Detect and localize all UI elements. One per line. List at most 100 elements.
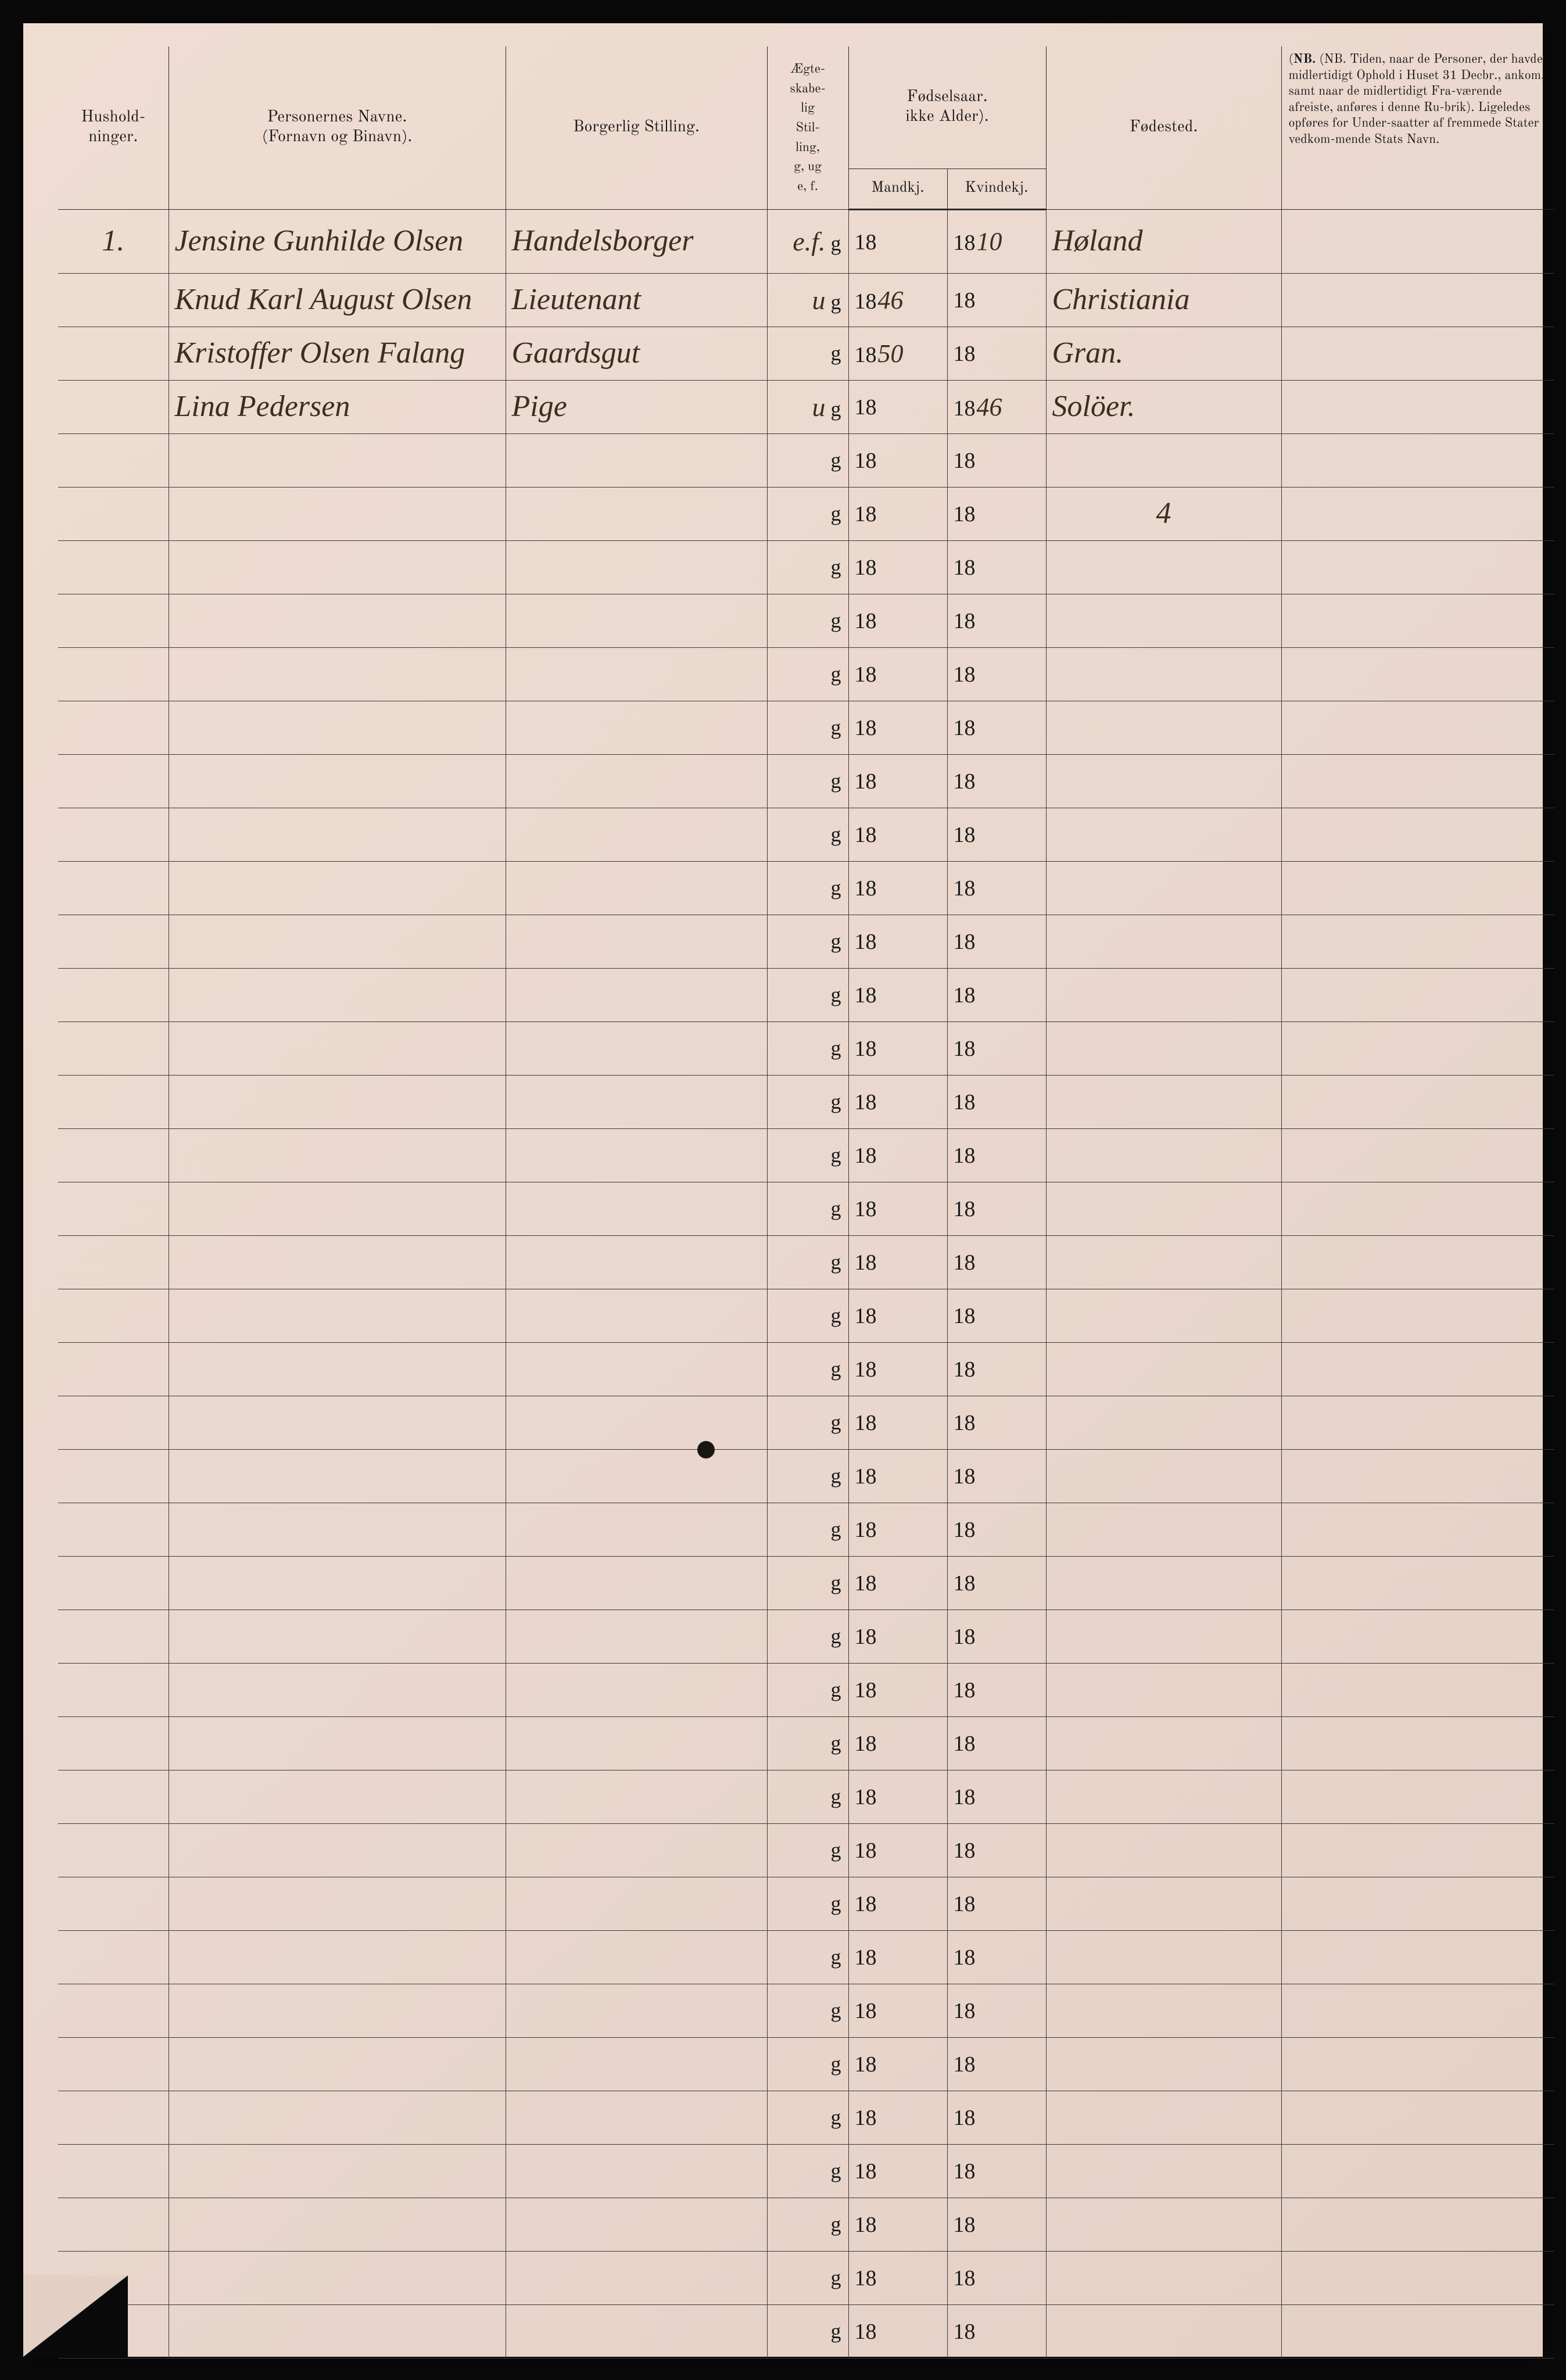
header-female: Kvindekj. [947,169,1046,209]
cell-household-num [58,433,169,487]
table-row: g1818 [58,1235,1554,1289]
cell-female-year: 18 [947,2198,1046,2251]
table-row: g1818 [58,1770,1554,1823]
cell-name [169,2037,506,2091]
cell-name [169,2091,506,2144]
cell-occupation [506,1235,767,1289]
cell-male-year: 18 [848,915,947,968]
cell-marital: g [767,2144,848,2198]
cell-birthplace [1046,968,1281,1021]
header-marital: Ægte-skabe-ligStil-ling,g, uge, f. [767,46,848,209]
cell-birthplace: Gran. [1046,327,1281,380]
cell-name [169,433,506,487]
cell-male-year: 18 [848,2144,947,2198]
cell-marital: g [767,861,848,915]
cell-birthplace [1046,1021,1281,1075]
cell-household-num [58,1823,169,1877]
cell-household-num [58,273,169,327]
cell-household-num [58,647,169,701]
cell-birthplace [1046,808,1281,861]
cell-notes [1281,1770,1554,1823]
cell-name [169,540,506,594]
cell-occupation [506,1877,767,1930]
table-row: g1818 [58,1877,1554,1930]
cell-birthplace [1046,540,1281,594]
cell-female-year: 18 [947,1984,1046,2037]
cell-birthplace [1046,1770,1281,1823]
cell-notes [1281,647,1554,701]
cell-household-num [58,754,169,808]
table-row: g1818 [58,1930,1554,1984]
cell-notes [1281,1182,1554,1235]
cell-male-year: 18 [848,1556,947,1610]
cell-female-year: 18 [947,1128,1046,1182]
cell-occupation [506,647,767,701]
cell-occupation [506,540,767,594]
cell-marital: g [767,2304,848,2358]
cell-male-year: 18 [848,433,947,487]
cell-occupation [506,1823,767,1877]
cell-female-year: 18 [947,273,1046,327]
cell-occupation [506,1021,767,1075]
cell-birthplace [1046,2304,1281,2358]
table-row: g1818 [58,1610,1554,1663]
cell-female-year: 18 [947,1663,1046,1716]
cell-male-year: 18 [848,647,947,701]
cell-name [169,1823,506,1877]
cell-notes [1281,968,1554,1021]
cell-female-year: 18 [947,647,1046,701]
cell-female-year: 18 [947,540,1046,594]
cell-marital: g [767,487,848,540]
cell-occupation [506,2037,767,2091]
table-row: g1818 [58,1503,1554,1556]
cell-marital: g [767,1610,848,1663]
table-container: Hushold-ninger. Personernes Navne.(Forna… [23,23,1543,2357]
cell-marital: e.f. g [767,209,848,273]
cell-male-year: 18 [848,1663,947,1716]
cell-name [169,1342,506,1396]
cell-female-year: 18 [947,594,1046,647]
table-row: g18184 [58,487,1554,540]
cell-household-num [58,1449,169,1503]
cell-female-year: 18 [947,1877,1046,1930]
cell-occupation [506,1503,767,1556]
cell-male-year: 18 [848,1396,947,1449]
cell-occupation [506,1182,767,1235]
table-row: g1818 [58,915,1554,968]
cell-notes [1281,861,1554,915]
cell-female-year: 18 [947,2251,1046,2304]
cell-notes [1281,2144,1554,2198]
cell-birthplace [1046,1449,1281,1503]
cell-notes [1281,2037,1554,2091]
table-row: g1818 [58,1182,1554,1235]
cell-birthplace [1046,1823,1281,1877]
header-names: Personernes Navne.(Fornavn og Binavn). [169,46,506,209]
cell-occupation [506,2091,767,2144]
cell-birthplace [1046,701,1281,754]
cell-occupation [506,1716,767,1770]
cell-name [169,1984,506,2037]
cell-occupation [506,754,767,808]
cell-household-num [58,380,169,433]
cell-notes [1281,2198,1554,2251]
cell-occupation [506,808,767,861]
table-row: 1.Jensine Gunhilde OlsenHandelsborgere.f… [58,209,1554,273]
cell-occupation: Pige [506,380,767,433]
cell-occupation [506,1449,767,1503]
cell-male-year: 18 [848,1075,947,1128]
cell-name [169,701,506,754]
table-row: g1818 [58,754,1554,808]
cell-household-num [58,915,169,968]
table-row: g1818 [58,701,1554,754]
cell-name [169,1396,506,1449]
table-row: g1818 [58,2251,1554,2304]
cell-birthplace: 4 [1046,487,1281,540]
cell-male-year: 18 [848,701,947,754]
cell-marital: g [767,1182,848,1235]
cell-male-year: 18 [848,861,947,915]
table-row: g1818 [58,1716,1554,1770]
cell-birthplace [1046,2144,1281,2198]
cell-male-year: 18 [848,1716,947,1770]
cell-household-num [58,1021,169,1075]
cell-notes [1281,1930,1554,1984]
